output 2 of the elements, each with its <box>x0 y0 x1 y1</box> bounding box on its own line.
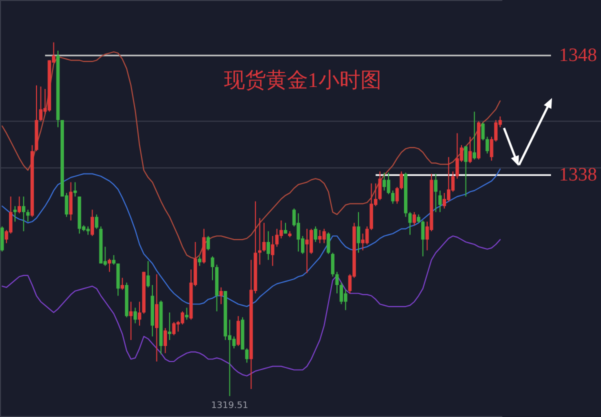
annotation: 1319.51 <box>211 401 248 412</box>
title: 现货黄金1小时图 <box>224 68 382 92</box>
